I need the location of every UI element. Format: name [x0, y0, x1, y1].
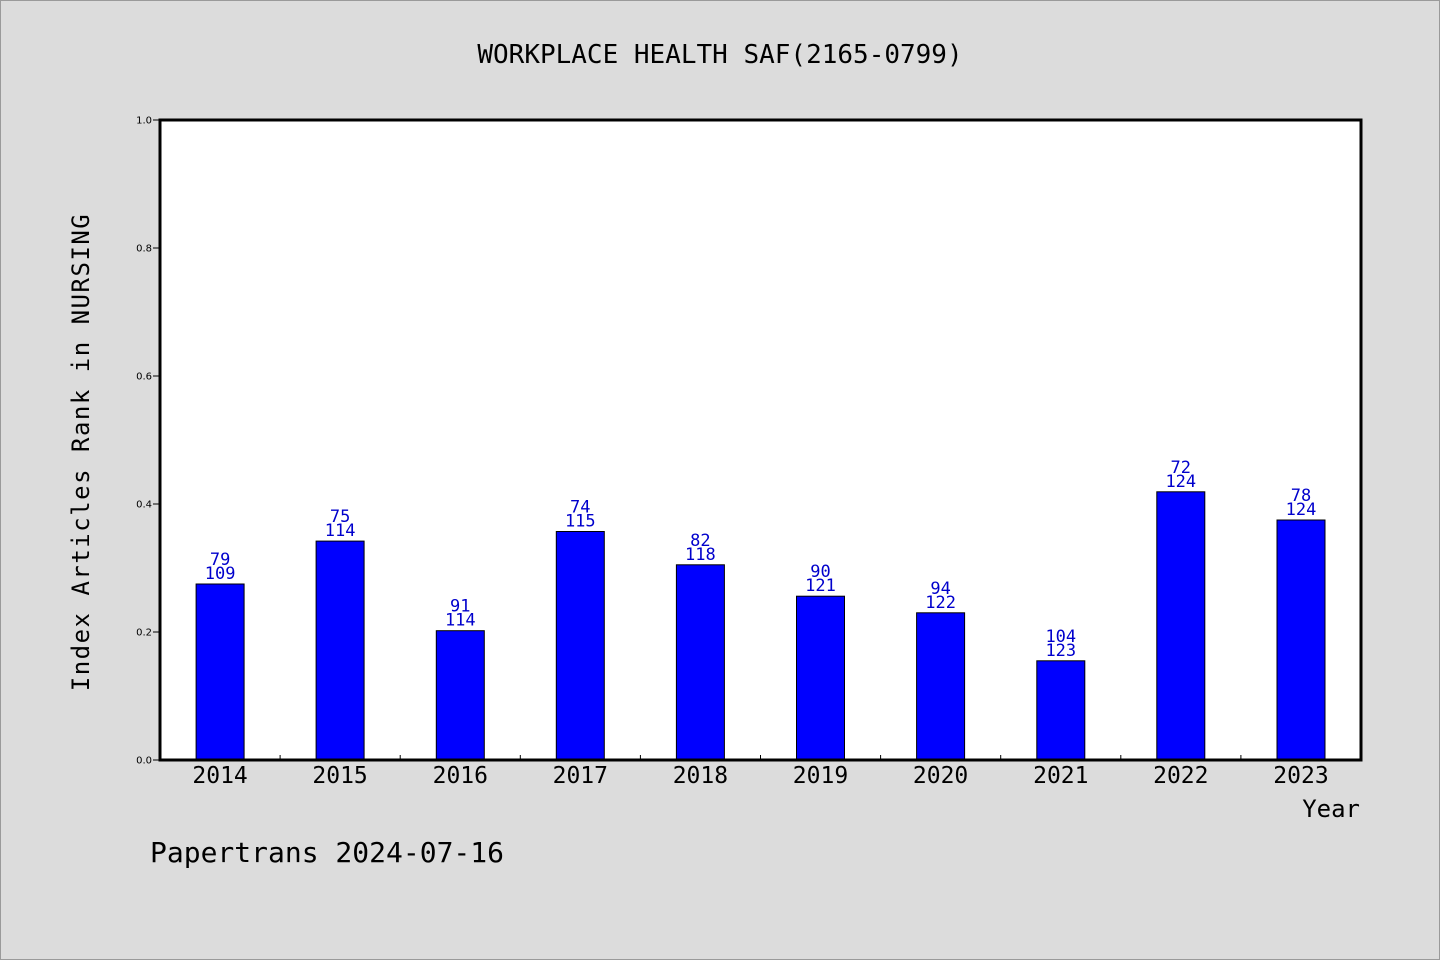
axis-layer: 2014 2015 2016 2017 2018 2019 2020 2021 2022 2023…	[136, 116, 1329, 790]
bar-total-label: 114	[325, 521, 356, 541]
bar-total-label: 124	[1286, 500, 1317, 520]
bar	[555, 531, 605, 761]
bar	[195, 583, 245, 761]
bar-rank-label: 78	[1291, 486, 1311, 506]
bar	[675, 564, 725, 761]
x-tick-label: 2022	[1153, 763, 1208, 789]
bar	[315, 540, 365, 761]
plot-border	[158, 118, 1363, 762]
y-tick-label: 0.0	[136, 756, 152, 767]
bar-rank-label: 75	[330, 507, 350, 527]
bar	[435, 630, 485, 761]
bar-rank-label: 72	[1171, 458, 1191, 478]
bar-rank-label: 82	[690, 531, 710, 551]
bar-rank-label: 90	[810, 562, 830, 582]
x-tick-label: 2018	[673, 763, 728, 789]
y-axis-label: Index Articles Rank in NURSING	[67, 213, 95, 691]
x-tick-label: 2019	[793, 763, 848, 789]
bar-total-label: 122	[925, 593, 956, 613]
bar-total-label: 118	[685, 545, 716, 565]
bar	[916, 612, 966, 761]
bar-rank-label: 104	[1045, 627, 1076, 647]
y-tick-label: 1.0	[136, 116, 152, 127]
x-tick-label: 2017	[553, 763, 608, 789]
y-tick-label: 0.2	[136, 628, 152, 639]
bar-total-label: 115	[565, 512, 596, 532]
bar-rank-label: 91	[450, 597, 470, 617]
bar	[1276, 519, 1326, 761]
bar-rank-label: 94	[930, 579, 950, 599]
bars-layer	[195, 491, 1326, 761]
chart-title: WORKPLACE HEALTH SAF(2165-0799)	[477, 40, 962, 70]
bar-total-label: 124	[1165, 472, 1196, 492]
x-tick-label: 2015	[312, 763, 367, 789]
x-tick-label: 2016	[433, 763, 488, 789]
bar	[1036, 660, 1086, 761]
y-tick-label: 0.8	[136, 244, 152, 255]
footer-text: Papertrans 2024-07-16	[150, 836, 504, 869]
x-tick-label: 2023	[1273, 763, 1328, 789]
x-tick-label: 2014	[192, 763, 247, 789]
bar	[796, 595, 845, 761]
x-axis-label: Year	[1302, 795, 1360, 823]
x-tick-label: 2020	[913, 763, 968, 789]
bar-total-label: 121	[805, 576, 836, 596]
y-tick-label: 0.4	[136, 500, 152, 511]
bar-rank-label: 74	[570, 498, 590, 518]
bar-total-label: 114	[445, 611, 476, 631]
bar-total-label: 123	[1045, 641, 1076, 661]
x-tick-label: 2021	[1033, 763, 1088, 789]
bar-rank-label: 79	[210, 550, 230, 570]
bar	[1156, 491, 1206, 761]
bar-total-label: 109	[205, 564, 236, 584]
y-tick-label: 0.6	[136, 372, 152, 383]
